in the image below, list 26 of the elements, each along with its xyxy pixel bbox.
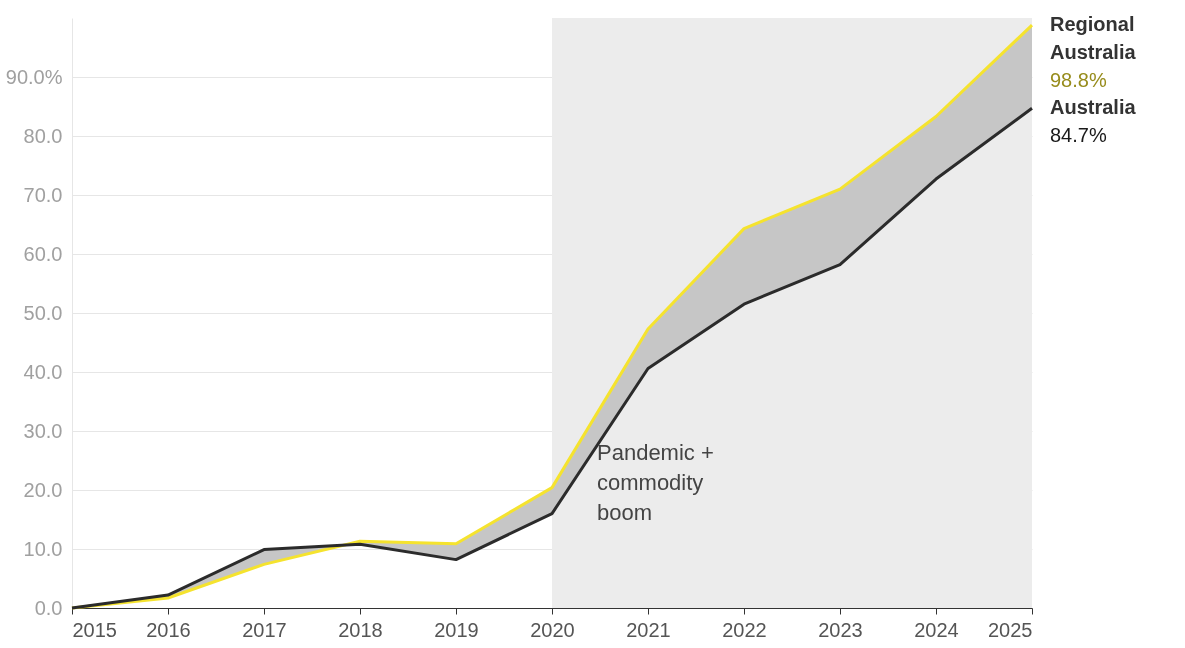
y-tick-label: 30.0 [23,419,63,442]
data-label: 84.7% [1050,124,1107,147]
series-label: Regional Australia [1050,13,1137,64]
y-tick-label: 80.0 [23,124,63,147]
x-tick-label: 2025 [988,618,1033,641]
y-tick-label: 60.0 [23,242,63,265]
x-tick-label: 2015 [72,618,117,641]
x-tick-label: 2017 [242,618,287,641]
data-label: 98.8% [1050,69,1107,92]
x-tick-label: 2019 [434,618,479,641]
x-tick-label: 2021 [626,618,671,641]
x-tick-label: 2020 [530,618,575,641]
x-tick-label: 2023 [818,618,863,641]
x-tick-label: 2018 [338,618,383,641]
x-tick-label: 2016 [146,618,191,641]
y-tick-label: 20.0 [23,478,63,501]
y-tick-label: 70.0 [23,183,63,206]
series-label: Australia [1050,96,1137,119]
x-tick-label: 2024 [914,618,959,641]
y-tick-label: 0.0 [34,596,63,619]
y-tick-label: 90.0% [5,65,63,88]
band-label: Pandemic + commodity boom [597,440,714,525]
x-tick-label: 2022 [722,618,767,641]
y-tick-label: 40.0 [23,360,63,383]
y-tick-label: 10.0 [23,537,63,560]
y-tick-label: 50.0 [23,301,63,324]
